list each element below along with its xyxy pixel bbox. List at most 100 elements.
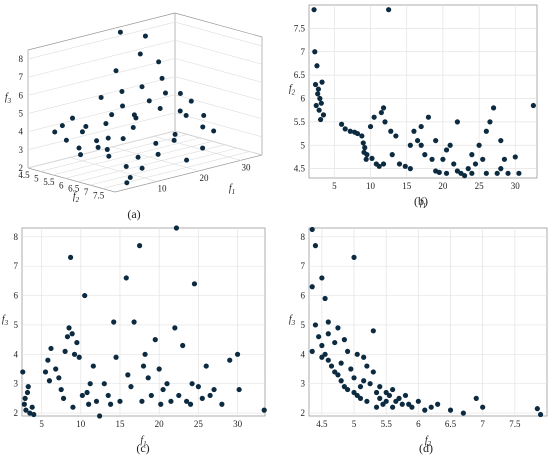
data-point: [319, 275, 325, 281]
data-point: [472, 161, 479, 167]
data-point: [87, 381, 93, 387]
data-point: [131, 319, 137, 325]
data-point: [184, 398, 190, 404]
data-point: [139, 84, 145, 90]
data-point: [227, 357, 233, 363]
z-tick-label: 5: [19, 109, 24, 119]
data-point: [371, 114, 377, 120]
y-tick-label: 4: [301, 349, 306, 359]
data-point: [66, 325, 72, 331]
data-point: [367, 381, 373, 387]
data-point: [127, 174, 133, 180]
data-point: [56, 375, 62, 381]
data-point: [191, 281, 198, 287]
y-tick-label: 30: [242, 162, 252, 172]
data-point: [119, 89, 125, 95]
data-point: [338, 360, 344, 366]
y-tick-label: 7.5: [294, 23, 306, 33]
data-point: [139, 398, 145, 404]
x-tick-label: 5: [332, 181, 337, 191]
data-point: [21, 401, 27, 407]
data-point: [142, 33, 148, 39]
data-point: [490, 105, 497, 111]
data-point: [106, 153, 112, 159]
data-point: [317, 95, 323, 102]
data-point: [22, 395, 28, 401]
data-point: [390, 386, 396, 393]
z-tick-label: 6: [19, 90, 24, 100]
x-tick-label: 7.5: [93, 191, 105, 201]
data-point: [367, 123, 374, 130]
data-point: [60, 395, 67, 401]
data-point: [68, 254, 74, 260]
data-point: [234, 351, 241, 357]
data-point: [435, 401, 441, 407]
data-point: [318, 100, 324, 106]
data-point: [480, 156, 486, 162]
data-point: [24, 389, 31, 396]
data-point: [211, 386, 217, 393]
data-point: [316, 334, 322, 340]
box-edge: [114, 154, 263, 193]
data-point: [530, 102, 536, 109]
plot-area: [308, 4, 538, 179]
data-point: [332, 339, 338, 346]
y-tick-label: 3: [301, 379, 306, 389]
data-point: [309, 284, 315, 290]
data-point: [480, 404, 486, 410]
data-point: [396, 395, 402, 401]
data-point: [341, 337, 347, 343]
data-point: [162, 90, 168, 96]
data-point: [314, 63, 320, 69]
x-tick-label: 6.5: [68, 184, 80, 194]
data-point: [348, 366, 354, 372]
x-tick-label: 5.5: [381, 419, 393, 429]
data-point: [312, 49, 318, 55]
data-point: [447, 407, 454, 413]
data-point: [373, 404, 380, 410]
data-point: [152, 337, 158, 343]
y-tick-label: 4.5: [294, 164, 306, 174]
data-point: [393, 133, 399, 139]
data-point: [335, 325, 341, 331]
x-tick-label: 5: [352, 419, 357, 429]
data-point: [200, 124, 206, 130]
data-point: [98, 94, 104, 100]
data-point: [199, 395, 205, 401]
data-point: [128, 384, 134, 390]
data-point: [146, 98, 152, 104]
data-point: [95, 144, 101, 150]
data-point: [104, 147, 110, 153]
gridline-z: [174, 39, 263, 65]
data-point: [176, 392, 182, 399]
data-point: [454, 119, 460, 125]
panel-d-scatter: 4.5 5 5.5 6 6.5 7 7.5 2 3 4 5 6 7 8 f2 f3 (d): [289, 226, 548, 455]
data-point: [409, 404, 415, 410]
data-point: [70, 404, 76, 410]
x-tick-label: 10: [366, 181, 376, 191]
gridline-x: [27, 130, 176, 169]
plot-area: [21, 227, 266, 417]
gridline-x: [40, 134, 188, 172]
data-point: [402, 163, 408, 169]
data-point: [187, 401, 194, 407]
data-point: [48, 345, 54, 352]
data-point: [71, 351, 78, 357]
gridline-z: [27, 112, 176, 151]
x-tick-label: 25: [475, 181, 485, 191]
data-point: [111, 319, 117, 325]
x-tick-label: 10: [76, 419, 86, 429]
panel-c-scatter: 5 10 15 20 25 30 2 3 4 5 6 7 8 f1 f3 (c): [2, 225, 267, 455]
data-point: [113, 354, 119, 360]
data-point: [465, 166, 471, 172]
data-point: [447, 142, 453, 148]
data-point: [311, 7, 317, 13]
data-point: [537, 411, 544, 418]
x-tick-label: 5: [34, 173, 39, 183]
data-point: [76, 145, 82, 151]
data-point: [364, 363, 370, 369]
data-point: [344, 386, 351, 393]
data-point: [359, 133, 365, 139]
z-tick-label: 2: [19, 163, 24, 173]
data-point: [261, 407, 267, 413]
